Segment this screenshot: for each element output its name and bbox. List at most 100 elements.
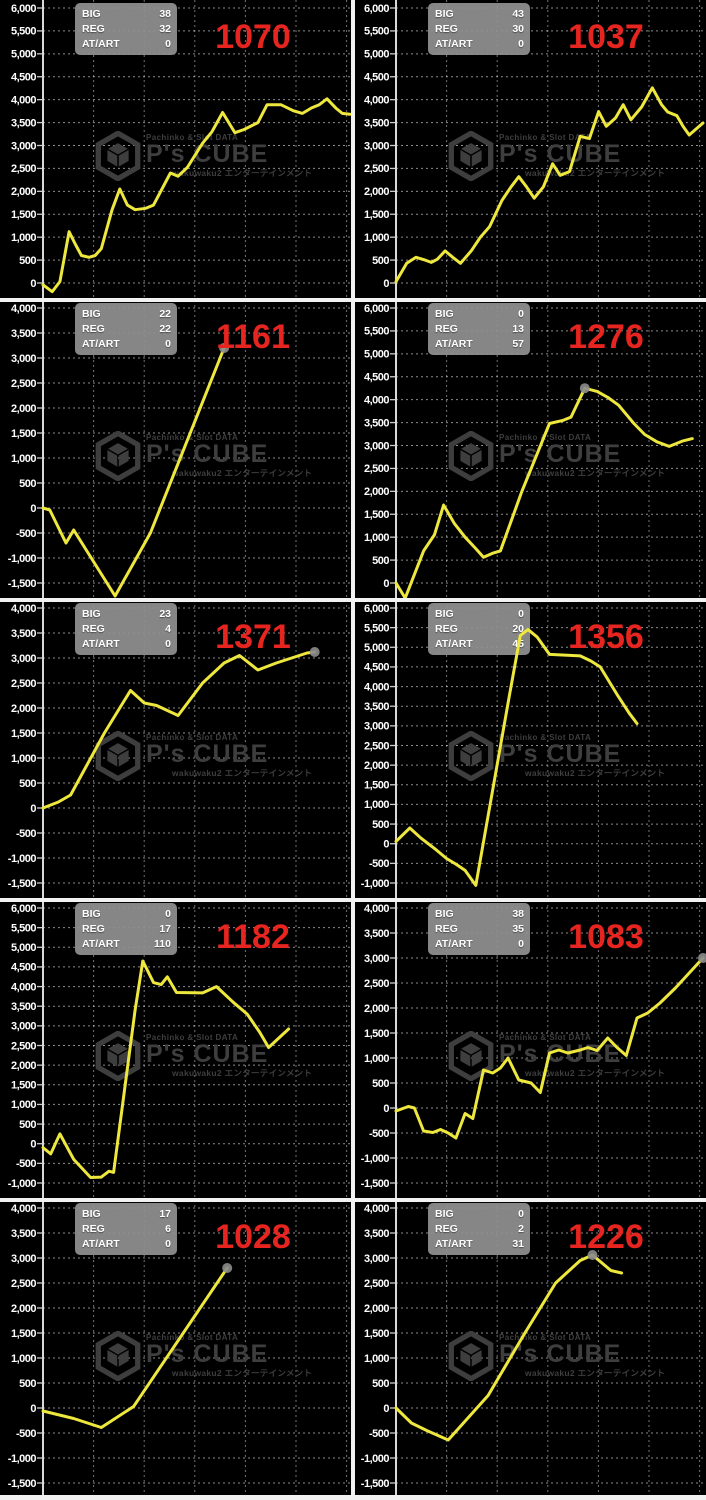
- big-value: 38: [159, 7, 171, 20]
- svg-text:1,000: 1,000: [364, 232, 389, 244]
- atart-label: AT/ART: [435, 37, 473, 50]
- machine-chart-cell-6[interactable]: 6,000 5,500 5,000 4,500 4,000 3,500 3,000 2,500…: [353, 600, 706, 900]
- svg-text:-1,000: -1,000: [361, 878, 390, 890]
- pscube-logo-icon: [95, 131, 141, 181]
- machine-number: 1182: [216, 918, 290, 956]
- svg-text:3,500: 3,500: [11, 117, 36, 129]
- svg-text:3,500: 3,500: [364, 417, 389, 429]
- stats-row-big: BIG 38: [82, 7, 171, 21]
- svg-text:4,000: 4,000: [364, 903, 389, 915]
- machine-chart-cell-5[interactable]: 4,000 3,500 3,000 2,500 2,000 1,500 1,000 500 0 -…: [0, 600, 353, 900]
- svg-text:500: 500: [372, 819, 389, 831]
- reg-label: REG: [435, 322, 458, 335]
- reg-value: 30: [512, 22, 524, 35]
- watermark-title: P's CUBE: [146, 1339, 269, 1368]
- svg-text:1,000: 1,000: [364, 1053, 389, 1065]
- svg-text:500: 500: [372, 1078, 389, 1090]
- machine-number: 1371: [215, 618, 291, 656]
- reg-label: REG: [435, 22, 458, 35]
- machine-chart-cell-2[interactable]: 6,000 5,500 5,000 4,500 4,000 3,500 3,000 2,500…: [353, 0, 706, 300]
- payout-line-chart: [394, 383, 694, 600]
- svg-text:2,500: 2,500: [11, 163, 36, 175]
- machine-chart-cell-7[interactable]: 6,000 5,500 5,000 4,500 4,000 3,500 3,000 2,500…: [0, 900, 353, 1200]
- stats-row-reg: REG 13: [435, 322, 524, 336]
- svg-text:0: 0: [30, 803, 36, 815]
- pscube-logo-icon: [95, 1031, 141, 1081]
- svg-text:2,500: 2,500: [364, 163, 389, 175]
- machine-number: 1028: [215, 1218, 291, 1256]
- stats-box: BIG 38 REG 32 AT/ART 0: [75, 3, 177, 55]
- stats-box: BIG 43 REG 30 AT/ART 0: [428, 3, 530, 55]
- svg-text:3,500: 3,500: [11, 1001, 36, 1013]
- stats-row-big: BIG 43: [435, 7, 524, 21]
- chart-grid-axes: 4,000 3,500 3,000 2,500 2,000 1,500 1,000 500 0 -…: [361, 1200, 706, 1500]
- machine-chart-cell-10[interactable]: 4,000 3,500 3,000 2,500 2,000 1,500 1,000 500 0 -…: [353, 1200, 706, 1500]
- chart-grid-axes: 6,000 5,500 5,000 4,500 4,000 3,500 3,000 2,500…: [11, 0, 353, 300]
- stats-row-reg: REG 6: [82, 1222, 171, 1236]
- stats-box: BIG 0 REG 17 AT/ART 110: [75, 903, 177, 955]
- svg-text:3,000: 3,000: [11, 653, 36, 665]
- pscube-logo-icon: [95, 1331, 141, 1381]
- pscube-watermark: Pachinko & Slot DATA P's CUBE wakuwaku2 …: [95, 131, 312, 181]
- machine-chart-cell-8[interactable]: 4,000 3,500 3,000 2,500 2,000 1,500 1,000 500 0 -…: [353, 900, 706, 1200]
- row-separator: [0, 898, 706, 902]
- atart-value: 0: [165, 337, 171, 350]
- pscube-watermark: Pachinko & Slot DATA P's CUBE wakuwaku2 …: [448, 731, 665, 781]
- svg-text:1,500: 1,500: [11, 428, 36, 440]
- watermark-subtitle: Pachinko & Slot DATA: [499, 1032, 592, 1042]
- watermark-subtitle: Pachinko & Slot DATA: [146, 732, 239, 742]
- svg-text:1,000: 1,000: [11, 1099, 36, 1111]
- machine-chart-cell-9[interactable]: 4,000 3,500 3,000 2,500 2,000 1,500 1,000 500 0 -…: [0, 1200, 353, 1500]
- stats-box: BIG 38 REG 35 AT/ART 0: [428, 903, 530, 955]
- machine-chart-cell-4[interactable]: 6,000 5,500 5,000 4,500 4,000 3,500 3,000 2,500…: [353, 300, 706, 600]
- pscube-watermark: Pachinko & Slot DATA P's CUBE wakuwaku2 …: [95, 431, 312, 481]
- payout-line-chart: [41, 959, 291, 1179]
- atart-value: 31: [512, 1237, 524, 1250]
- machine-number: 1276: [568, 318, 644, 356]
- stats-row-reg: REG 2: [435, 1222, 524, 1236]
- atart-value: 57: [512, 337, 524, 350]
- svg-text:1,500: 1,500: [11, 1080, 36, 1092]
- watermark-company: wakuwaku2 エンターテインメント: [172, 1368, 313, 1379]
- pscube-logo-icon: [448, 1031, 494, 1081]
- reg-value: 13: [512, 322, 524, 335]
- stats-row-atart: AT/ART 57: [435, 337, 524, 351]
- row-separator: [0, 298, 706, 302]
- big-value: 0: [518, 607, 524, 620]
- stats-row-atart: AT/ART 0: [82, 337, 171, 351]
- stats-box: BIG 22 REG 22 AT/ART 0: [75, 303, 177, 355]
- svg-text:2,500: 2,500: [364, 740, 389, 752]
- svg-text:0: 0: [30, 278, 36, 290]
- svg-text:2,000: 2,000: [11, 703, 36, 715]
- svg-text:5,500: 5,500: [11, 26, 36, 38]
- pscube-watermark: Pachinko & Slot DATA P's CUBE wakuwaku2 …: [95, 731, 312, 781]
- watermark-subtitle: Pachinko & Slot DATA: [146, 1032, 239, 1042]
- svg-text:1,500: 1,500: [364, 780, 389, 792]
- reg-label: REG: [435, 622, 458, 635]
- svg-text:2,000: 2,000: [364, 486, 389, 498]
- stats-row-reg: REG 20: [435, 622, 524, 636]
- svg-text:2,500: 2,500: [11, 1040, 36, 1052]
- watermark-company: wakuwaku2 エンターテインメント: [172, 1068, 313, 1079]
- watermark-company: wakuwaku2 エンターテインメント: [525, 1068, 666, 1079]
- watermark-title: P's CUBE: [499, 139, 622, 168]
- watermark-title: P's CUBE: [146, 439, 269, 468]
- machine-number: 1226: [568, 1218, 644, 1256]
- svg-text:-1,000: -1,000: [8, 853, 37, 865]
- pscube-logo-icon: [448, 131, 494, 181]
- reg-label: REG: [82, 322, 105, 335]
- reg-value: 32: [159, 22, 171, 35]
- svg-text:500: 500: [372, 255, 389, 267]
- machine-number: 1161: [216, 318, 290, 356]
- svg-text:1,000: 1,000: [11, 1353, 36, 1365]
- stats-row-big: BIG 17: [82, 1207, 171, 1221]
- stats-box: BIG 0 REG 13 AT/ART 57: [428, 303, 530, 355]
- svg-text:3,000: 3,000: [11, 353, 36, 365]
- row-separator: [0, 1198, 706, 1202]
- machine-chart-cell-1[interactable]: 6,000 5,500 5,000 4,500 4,000 3,500 3,000 2,500…: [0, 0, 353, 300]
- machine-chart-cell-3[interactable]: 4,000 3,500 3,000 2,500 2,000 1,500 1,000 500 0 -…: [0, 300, 353, 600]
- pscube-logo-icon: [448, 1331, 494, 1381]
- watermark-title: P's CUBE: [146, 139, 269, 168]
- svg-text:2,000: 2,000: [11, 1303, 36, 1315]
